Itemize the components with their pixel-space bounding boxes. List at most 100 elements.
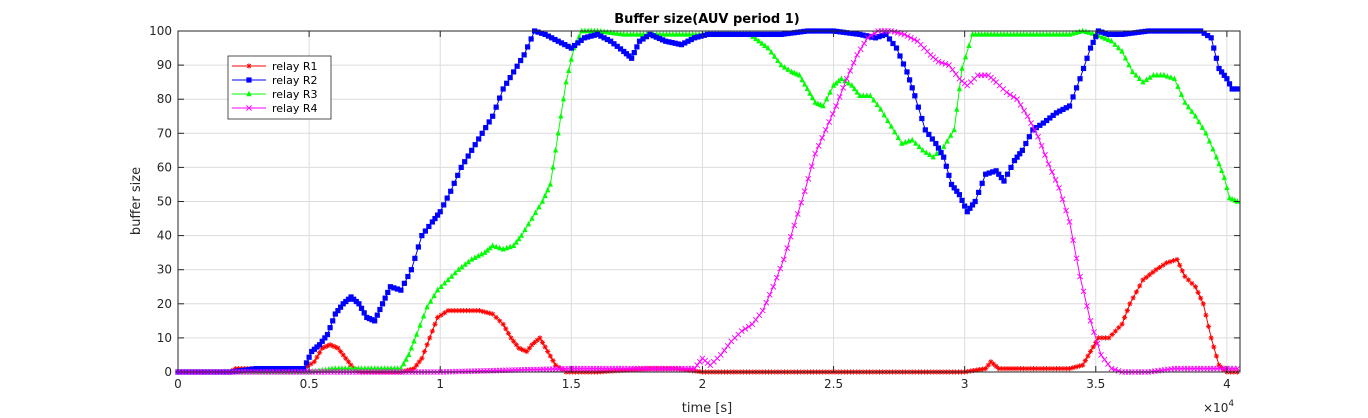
x-tick-label: 1.5 <box>562 377 581 391</box>
data-point-relay-r4 <box>752 316 759 323</box>
legend-marker <box>246 90 252 97</box>
data-point-relay-r2 <box>837 29 843 35</box>
data-point-relay-r1 <box>356 368 362 374</box>
data-point-relay-r2 <box>335 308 341 314</box>
data-point-relay-r1 <box>429 328 435 334</box>
data-point-relay-r2 <box>636 38 643 44</box>
x-tick-label: 4 <box>1223 377 1231 391</box>
data-point-relay-r1 <box>311 359 317 365</box>
data-point-relay-r2 <box>1119 31 1125 38</box>
data-point-relay-r1 <box>977 366 983 373</box>
data-point-relay-r2 <box>1019 147 1025 153</box>
data-point-relay-r4 <box>777 265 784 272</box>
data-point-relay-r3 <box>1044 31 1050 37</box>
data-point-relay-r2 <box>1125 30 1132 37</box>
data-point-relay-r2 <box>435 212 441 218</box>
data-point-relay-r3 <box>1133 71 1139 78</box>
data-point-relay-r3 <box>1119 48 1125 54</box>
data-point-relay-r1 <box>988 359 994 365</box>
data-point-relay-r1 <box>547 353 553 359</box>
data-point-relay-r2 <box>857 31 863 38</box>
data-point-relay-r2 <box>1106 31 1112 38</box>
data-point-relay-r2 <box>682 40 688 46</box>
data-point-relay-r3 <box>1060 31 1066 37</box>
data-point-relay-r2 <box>669 39 675 46</box>
data-point-relay-r2 <box>1066 103 1073 109</box>
data-point-relay-r1 <box>1153 267 1159 273</box>
data-point-relay-r4 <box>836 94 843 100</box>
data-point-relay-r2 <box>511 69 517 75</box>
data-point-relay-r3 <box>478 250 485 257</box>
data-point-relay-r2 <box>493 104 499 110</box>
data-point-relay-r2 <box>472 142 478 148</box>
x-tick-label: 2 <box>699 377 707 391</box>
data-point-relay-r1 <box>971 367 977 374</box>
data-point-relay-r3 <box>1203 129 1209 136</box>
data-point-relay-r2 <box>426 223 432 230</box>
data-point-relay-r2 <box>723 31 729 38</box>
data-point-relay-r4 <box>1045 161 1052 167</box>
data-point-relay-r2 <box>634 44 640 50</box>
data-point-relay-r4 <box>1063 207 1069 214</box>
data-point-relay-r2 <box>415 244 421 250</box>
data-point-relay-r3 <box>568 56 574 62</box>
data-point-relay-r2 <box>518 57 524 64</box>
data-point-relay-r2 <box>623 51 629 57</box>
data-point-relay-r3 <box>372 365 378 371</box>
data-point-relay-r4 <box>1108 365 1115 372</box>
data-point-relay-r3 <box>438 283 444 289</box>
data-point-relay-r1 <box>1167 259 1173 265</box>
data-point-relay-r2 <box>1109 31 1115 38</box>
data-point-relay-r1 <box>513 342 519 348</box>
data-point-relay-r3 <box>994 31 1001 37</box>
data-point-relay-r1 <box>521 347 527 354</box>
data-point-relay-r1 <box>1189 280 1195 286</box>
y-tick-label: 50 <box>157 195 172 209</box>
data-point-relay-r2 <box>794 29 801 35</box>
data-point-relay-r2 <box>775 31 781 38</box>
data-point-relay-r3 <box>1150 71 1157 78</box>
data-point-relay-r1 <box>1080 362 1086 368</box>
data-point-relay-r4 <box>1112 366 1118 373</box>
data-point-relay-r1 <box>518 346 525 352</box>
data-point-relay-r1 <box>435 314 441 321</box>
data-point-relay-r3 <box>768 48 774 55</box>
data-point-relay-r1 <box>1082 358 1088 364</box>
data-point-relay-r3 <box>539 198 546 204</box>
data-point-relay-r2 <box>327 325 333 331</box>
data-point-relay-r3 <box>1189 108 1195 114</box>
data-point-relay-r1 <box>534 337 540 343</box>
data-point-relay-r4 <box>1066 219 1073 225</box>
data-point-relay-r3 <box>576 33 582 39</box>
data-point-relay-r3 <box>954 106 960 112</box>
data-point-relay-r4 <box>770 283 777 290</box>
data-point-relay-r2 <box>941 154 947 160</box>
data-point-relay-r1 <box>467 308 473 314</box>
data-point-relay-r3 <box>827 88 833 95</box>
data-point-relay-r2 <box>976 189 982 196</box>
data-point-relay-r2 <box>1205 32 1211 39</box>
data-point-relay-r3 <box>1192 112 1199 119</box>
data-point-relay-r1 <box>411 365 417 372</box>
data-point-relay-r2 <box>351 296 357 302</box>
data-point-relay-r3 <box>465 258 472 265</box>
data-point-relay-r2 <box>840 29 846 35</box>
data-point-relay-r1 <box>1208 335 1214 341</box>
data-point-relay-r2 <box>476 136 482 142</box>
data-point-relay-r2 <box>695 34 701 40</box>
data-point-relay-r1 <box>408 366 414 373</box>
data-point-relay-r3 <box>676 31 683 37</box>
data-point-relay-r2 <box>640 36 646 42</box>
data-point-relay-r2 <box>237 368 243 374</box>
legend-marker <box>246 105 252 111</box>
data-point-relay-r2 <box>1226 81 1233 87</box>
grid <box>177 30 1240 373</box>
data-point-relay-r3 <box>624 31 630 37</box>
data-point-relay-r2 <box>781 31 787 37</box>
data-point-relay-r4 <box>791 222 798 229</box>
data-point-relay-r3 <box>448 273 455 279</box>
y-axis-label: buffer size <box>129 167 144 235</box>
data-point-relay-r1 <box>532 339 538 346</box>
data-point-relay-r1 <box>1095 335 1101 341</box>
data-point-relay-r3 <box>525 220 532 227</box>
